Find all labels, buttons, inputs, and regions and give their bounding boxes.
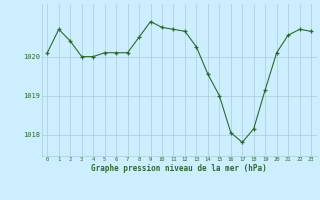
- X-axis label: Graphe pression niveau de la mer (hPa): Graphe pression niveau de la mer (hPa): [91, 164, 267, 173]
